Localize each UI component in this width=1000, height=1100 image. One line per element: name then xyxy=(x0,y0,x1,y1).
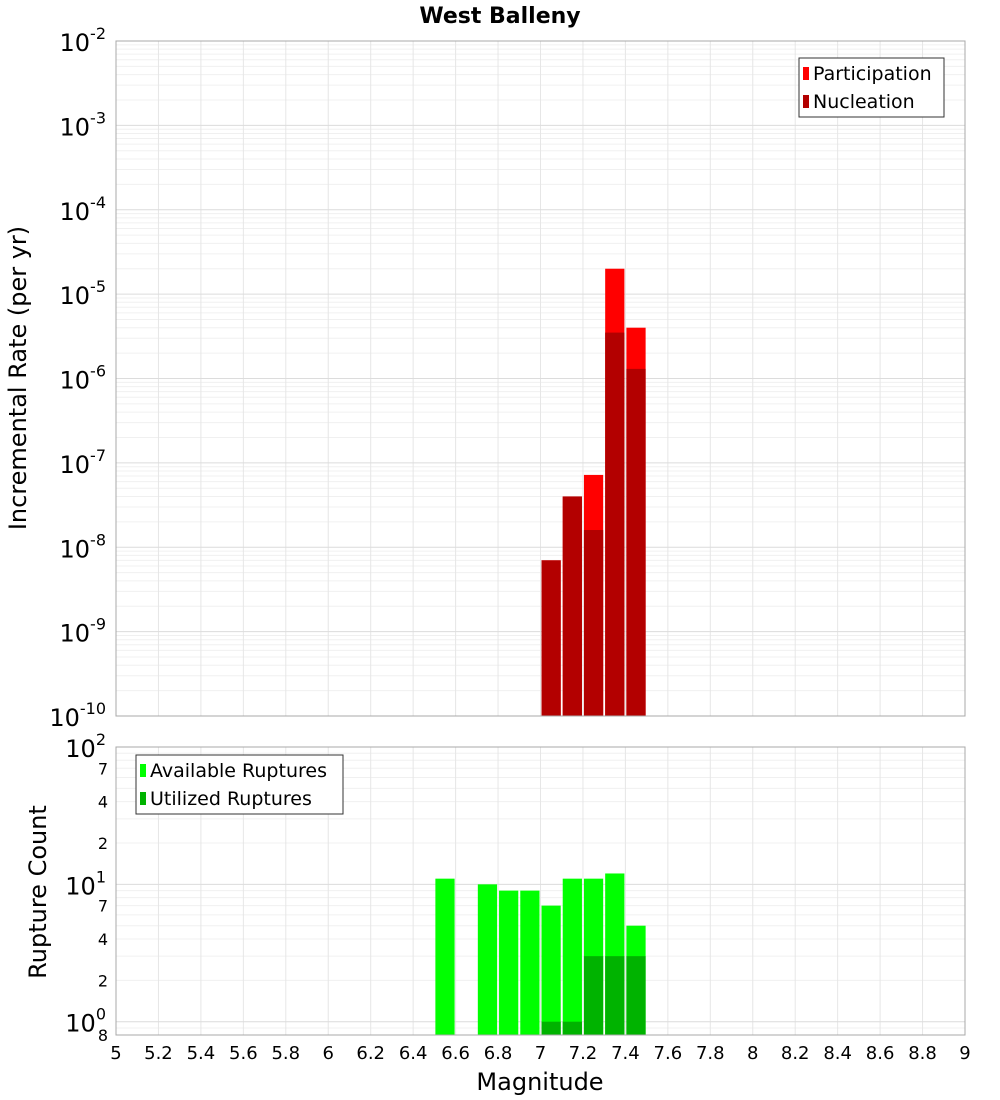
top-y-tick-label: 10-5 xyxy=(60,277,107,310)
x-tick-label: 6.8 xyxy=(484,1043,513,1064)
x-tick-label: 6 xyxy=(323,1043,334,1064)
nucleation-bar xyxy=(605,332,625,716)
bottom-y-tick-label: 102 xyxy=(65,730,106,763)
x-tick-label: 7.6 xyxy=(654,1043,683,1064)
bottom-legend-box xyxy=(135,754,344,815)
top-y-tick-label: 10-7 xyxy=(60,446,107,479)
bottom-bars xyxy=(435,873,646,1035)
top-y-tick-label: 10-3 xyxy=(60,108,107,141)
top-y-tick-labels: 10-10 10-9 10-8 10-7 10-6 10-5 10-4 10-3 10-2 xyxy=(49,24,106,732)
x-tick-label: 9 xyxy=(959,1043,970,1064)
available-ruptures-bar xyxy=(562,878,582,1035)
bottom-y-axis-label: Rupture Count xyxy=(24,805,52,979)
utilized-ruptures-bar xyxy=(605,956,625,1035)
bottom-y-tick-label: 101 xyxy=(65,867,106,900)
bottom-y-tick-label: 100 xyxy=(65,1005,106,1038)
x-tick-label: 8.8 xyxy=(908,1043,937,1064)
legend-swatch-participation xyxy=(803,67,809,80)
nucleation-bar xyxy=(626,368,646,716)
top-grid-major xyxy=(115,40,966,717)
bottom-y-minor-tick-label: 4 xyxy=(98,793,108,812)
x-tick-label: 8.2 xyxy=(781,1043,810,1064)
x-tick-label: 7 xyxy=(535,1043,546,1064)
bottom-plot: 100 101 102 8 2 4 7 2 4 7 5 5.2 5.4 5.6 5.8 6 6.2 6.4 6.6… xyxy=(24,730,971,1096)
nucleation-bar xyxy=(562,496,582,716)
available-ruptures-bar xyxy=(520,890,540,1035)
bottom-y-tick-labels: 100 101 102 8 2 4 7 2 4 7 xyxy=(65,730,108,1045)
x-tick-label: 5 xyxy=(110,1043,121,1064)
utilized-ruptures-bar xyxy=(583,956,604,1035)
legend-label-nucleation: Nucleation xyxy=(813,91,915,113)
x-tick-label: 5.2 xyxy=(144,1043,173,1064)
x-tick-label: 7.8 xyxy=(696,1043,725,1064)
available-ruptures-bar xyxy=(435,878,455,1035)
legend-label-available-ruptures: Available Ruptures xyxy=(150,760,327,782)
utilized-ruptures-bar xyxy=(541,1021,561,1035)
x-tick-label: 8.6 xyxy=(866,1043,895,1064)
utilized-ruptures-bar xyxy=(626,956,646,1035)
available-ruptures-bar xyxy=(477,884,498,1035)
top-legend-box xyxy=(798,57,945,118)
chart-title: West Balleny xyxy=(419,4,580,29)
bottom-y-minor-tick-label: 2 xyxy=(98,834,108,853)
bottom-y-minor-tick-label: 8 xyxy=(98,1026,108,1045)
legend-swatch-utilized-ruptures xyxy=(140,792,146,805)
x-tick-label: 6.2 xyxy=(356,1043,385,1064)
top-y-tick-label: 10-9 xyxy=(60,615,107,648)
x-tick-labels: 5 5.2 5.4 5.6 5.8 6 6.2 6.4 6.6 6.8 7 7.2 7.4 7.6 7.8 8… xyxy=(110,1043,970,1064)
bottom-plot-frame xyxy=(115,746,966,1036)
bottom-y-minor-tick-label: 7 xyxy=(98,897,108,916)
legend-label-utilized-ruptures: Utilized Ruptures xyxy=(150,788,312,810)
x-tick-label: 5.8 xyxy=(271,1043,300,1064)
x-tick-label: 6.4 xyxy=(399,1043,428,1064)
top-plot: 10-10 10-9 10-8 10-7 10-6 10-5 10-4 10-3 10-2 In… xyxy=(4,24,966,732)
bottom-y-minor-tick-label: 7 xyxy=(98,759,108,778)
legend-swatch-available-ruptures xyxy=(140,764,146,777)
x-tick-label: 7.4 xyxy=(611,1043,640,1064)
x-tick-label: 8 xyxy=(747,1043,758,1064)
available-ruptures-bar xyxy=(499,890,519,1035)
top-plot-frame xyxy=(115,40,966,717)
x-tick-label: 8.4 xyxy=(823,1043,852,1064)
top-y-tick-label: 10-10 xyxy=(49,699,106,732)
x-tick-label: 5.4 xyxy=(187,1043,216,1064)
nucleation-bar xyxy=(583,530,604,716)
top-y-tick-label: 10-6 xyxy=(60,362,107,395)
top-y-tick-label: 10-8 xyxy=(60,530,107,563)
x-axis-label: Magnitude xyxy=(476,1068,603,1096)
bottom-y-minor-tick-label: 2 xyxy=(98,971,108,990)
top-y-tick-label: 10-4 xyxy=(60,193,107,226)
x-tick-label: 7.2 xyxy=(569,1043,598,1064)
legend-label-participation: Participation xyxy=(813,63,932,85)
x-tick-label: 6.6 xyxy=(441,1043,470,1064)
top-y-tick-label: 10-2 xyxy=(60,24,107,57)
top-y-axis-label: Incremental Rate (per yr) xyxy=(4,226,32,530)
legend-swatch-nucleation xyxy=(803,95,809,108)
bottom-y-minor-tick-label: 4 xyxy=(98,930,108,949)
nucleation-bar xyxy=(541,560,561,716)
top-bars xyxy=(541,268,646,716)
available-ruptures-bar xyxy=(541,905,561,1035)
bottom-legend: Available Ruptures Utilized Ruptures xyxy=(135,754,344,815)
top-legend: Participation Nucleation xyxy=(798,57,945,118)
utilized-ruptures-bar xyxy=(562,1021,582,1035)
x-tick-label: 5.6 xyxy=(229,1043,258,1064)
